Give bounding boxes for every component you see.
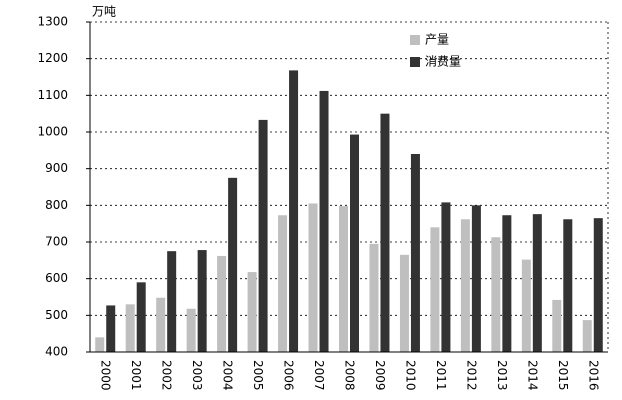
- x-tick-label: 2004: [221, 360, 235, 391]
- legend-label: 产量: [425, 33, 449, 47]
- bar: [156, 297, 166, 352]
- bar: [308, 203, 318, 352]
- bar: [217, 255, 227, 352]
- x-tick-label: 2011: [434, 360, 448, 391]
- legend-swatch: [410, 35, 420, 45]
- bar: [532, 214, 542, 352]
- x-tick-label: 2007: [312, 360, 326, 391]
- bar: [441, 202, 451, 352]
- bar: [278, 215, 288, 352]
- bar: [125, 304, 135, 352]
- bar: [399, 254, 409, 352]
- x-tick-label: 2001: [129, 360, 143, 391]
- y-tick-label: 700: [45, 235, 68, 249]
- x-tick-label: 2006: [282, 360, 296, 391]
- bar: [460, 219, 470, 352]
- bar: [289, 70, 299, 353]
- bar: [491, 237, 501, 352]
- x-tick-label: 2012: [464, 360, 478, 391]
- bar: [136, 282, 146, 352]
- bar: [339, 206, 348, 352]
- bar: [319, 90, 329, 352]
- legend-swatch: [410, 57, 420, 67]
- y-tick-label: 1100: [37, 88, 68, 102]
- x-tick-label: 2005: [251, 360, 265, 391]
- bar: [350, 134, 359, 352]
- y-tick-label: 600: [45, 271, 68, 285]
- x-tick-label: 2016: [586, 360, 600, 391]
- bar: [197, 250, 207, 352]
- x-tick-label: 2003: [190, 360, 204, 391]
- x-tick-label: 2002: [160, 360, 174, 391]
- x-tick-label: 2013: [495, 360, 509, 391]
- bar: [369, 243, 379, 352]
- y-tick-label: 500: [45, 308, 68, 322]
- y-tick-label: 400: [45, 345, 68, 359]
- legend-label: 消费量: [425, 55, 461, 69]
- bar: [430, 227, 440, 352]
- bar: [95, 337, 105, 352]
- bar: [552, 299, 562, 352]
- bar: [228, 177, 238, 352]
- bar: [593, 218, 603, 352]
- bar: [380, 113, 390, 353]
- bar: [563, 219, 573, 352]
- bar: [258, 119, 268, 353]
- y-tick-label: 1000: [37, 125, 68, 139]
- y-tick-label: 900: [45, 161, 68, 175]
- y-tick-label: 1300: [37, 15, 68, 29]
- x-tick-label: 2015: [556, 360, 570, 391]
- x-tick-label: 2009: [373, 360, 387, 391]
- y-tick-label: 1200: [37, 51, 68, 65]
- bar: [106, 305, 116, 352]
- bar: [471, 205, 481, 352]
- y-tick-label: 800: [45, 198, 68, 212]
- x-tick-label: 2000: [99, 360, 113, 391]
- x-tick-label: 2010: [403, 360, 417, 391]
- bar: [186, 308, 196, 352]
- bar: [582, 320, 592, 352]
- bar: [410, 154, 420, 352]
- bar: [521, 259, 531, 352]
- x-tick-label: 2014: [525, 360, 539, 391]
- x-tick-label: 2008: [343, 360, 357, 391]
- bar: [502, 215, 512, 352]
- bar: [247, 272, 257, 352]
- unit-label: 万吨: [92, 5, 116, 19]
- bar: [167, 251, 177, 352]
